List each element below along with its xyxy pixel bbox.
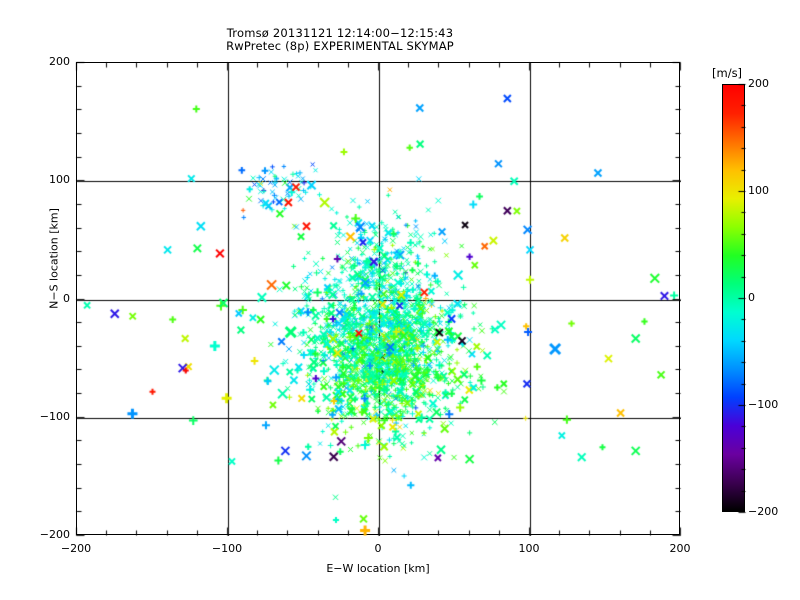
y-tick-label: −100 (39, 409, 70, 423)
x-tick-label: −100 (211, 542, 243, 555)
plot-frame (76, 62, 681, 536)
x-tick-label: 100 (518, 542, 540, 555)
scatter-canvas (77, 63, 681, 536)
colorbar (722, 84, 745, 512)
figure-title-line1: Tromsø 20131121 12:14:00−12:15:43 (226, 26, 454, 40)
y-tick-label: 200 (49, 55, 70, 68)
colorbar-unit-label: [m/s] (712, 66, 743, 80)
x-tick-label: −200 (60, 542, 92, 555)
colorbar-gradient (723, 85, 744, 511)
x-tick-label: 200 (669, 542, 691, 555)
y-tick-label: 0 (63, 291, 70, 305)
y-tick-label: −200 (39, 528, 70, 541)
colorbar-tick-label: 200 (748, 77, 769, 90)
colorbar-tick-label: 0 (748, 291, 755, 304)
colorbar-tick-label: −200 (748, 505, 779, 518)
x-tick-label: 0 (374, 542, 382, 555)
x-axis-label: E−W location [km] (326, 562, 430, 575)
colorbar-tick-label: 100 (748, 184, 769, 197)
colorbar-tick-label: −100 (748, 398, 779, 411)
figure-title-line2: RwPretec (8p) EXPERIMENTAL SKYMAP (226, 39, 454, 53)
y-tick-label: 100 (49, 173, 70, 187)
